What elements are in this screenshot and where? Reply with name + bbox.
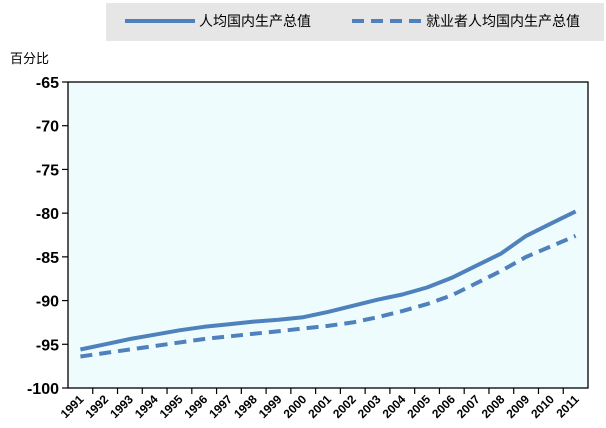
plot-area	[67, 81, 589, 389]
x-tick-label: 2002	[330, 392, 359, 421]
x-tick-label: 1992	[82, 392, 111, 421]
x-tick-label: 2007	[454, 392, 483, 421]
x-tick-label: 2000	[281, 392, 310, 421]
series-layer	[79, 209, 577, 359]
y-tick-label: -75	[36, 162, 59, 179]
x-tick-label: 1993	[107, 392, 136, 421]
series-line-2	[80, 234, 577, 359]
x-tick-label: 2010	[528, 392, 557, 421]
x-tick-label: 1997	[206, 392, 235, 421]
x-tick-label: 1991	[58, 392, 87, 421]
y-tick-label: -70	[36, 119, 59, 136]
y-tick-label: -90	[36, 294, 59, 311]
x-tick-label: 1999	[256, 392, 285, 421]
y-tick-label: -95	[36, 337, 59, 354]
y-tick-label: -100	[27, 381, 59, 398]
x-tick-label: 1994	[132, 392, 161, 421]
y-tick-label: -85	[36, 250, 59, 267]
y-tick-label: -80	[36, 206, 59, 223]
y-unit-label: 百分比	[10, 52, 49, 67]
x-tick-label: 2005	[404, 392, 433, 421]
x-tick-label: 1998	[231, 392, 260, 421]
x-tick-label: 2004	[380, 392, 409, 421]
y-tick-label: -65	[36, 75, 59, 92]
x-axis: 1991199219931994199519961997199819992000…	[58, 388, 582, 421]
legend-label-series-2: 就业者人均国内生产总值	[426, 14, 580, 30]
x-tick-label: 2008	[479, 392, 508, 421]
legend: 人均国内生产总值 就业者人均国内生产总值	[125, 14, 580, 30]
x-tick-label: 1995	[157, 392, 186, 421]
x-tick-label: 1996	[182, 392, 211, 421]
legend-label-series-1: 人均国内生产总值	[199, 14, 311, 30]
series-line-1	[79, 209, 577, 352]
y-axis: -65 -70 -75 -80 -85 -90 -95 -100	[27, 75, 68, 398]
x-tick-label: 2011	[553, 392, 582, 421]
x-tick-label: 2009	[503, 392, 532, 421]
x-tick-label: 2001	[305, 392, 334, 421]
x-tick-label: 2003	[355, 392, 384, 421]
x-tick-label: 2006	[429, 392, 458, 421]
